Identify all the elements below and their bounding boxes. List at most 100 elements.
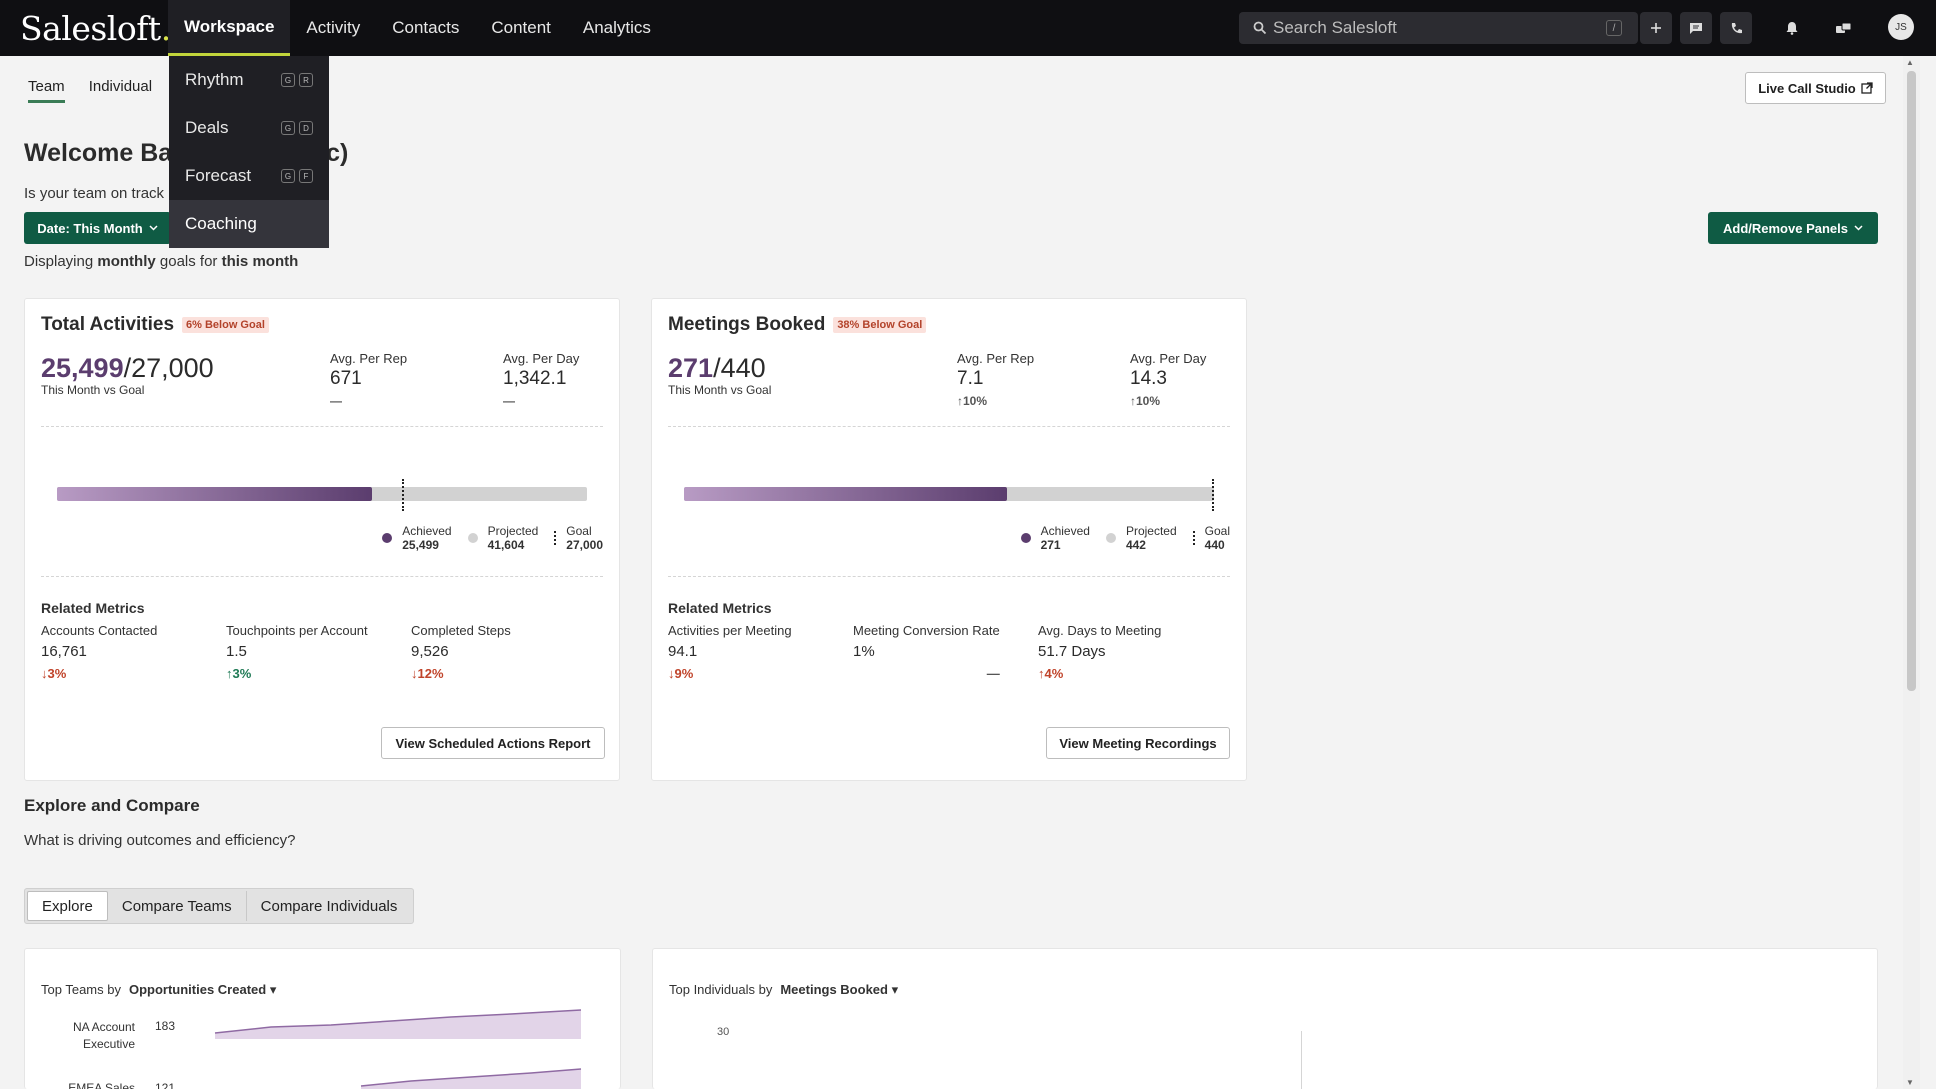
arrow-up-icon: ↑ — [1038, 666, 1045, 681]
divider — [668, 426, 1230, 427]
metric-change: ↓12% — [411, 666, 511, 681]
goal-value: /27,000 — [123, 353, 214, 383]
apps-button[interactable] — [1828, 12, 1860, 44]
nav-activity[interactable]: Activity — [306, 18, 361, 37]
dropdown-item-label: Coaching — [185, 214, 257, 233]
top-nav: Salesloft. Workspace Activity Contacts C… — [0, 0, 1936, 56]
goal-period-text: Displaying monthly goals for this month — [24, 253, 298, 270]
period-caption: This Month vs Goal — [668, 383, 772, 397]
metric-select[interactable]: Opportunities Created ▾ — [129, 982, 276, 998]
achieved-value: 25,499 — [41, 353, 124, 383]
chevron-down-icon — [1854, 225, 1863, 231]
meetings-booked-card: Meetings Booked 38% Below Goal 271/440 T… — [651, 298, 1247, 781]
add-remove-panels-button[interactable]: Add/Remove Panels — [1708, 212, 1878, 244]
bell-icon — [1786, 22, 1798, 35]
metric-label: Meeting Conversion Rate — [853, 623, 1000, 638]
scrollbar-thumb[interactable] — [1907, 71, 1916, 691]
related-metrics-title: Related Metrics — [668, 600, 772, 616]
metric-change: ↑4% — [1038, 666, 1161, 681]
top-individuals-header: Top Individuals by Meetings Booked ▾ — [669, 982, 898, 998]
metric-touchpoints: Touchpoints per Account 1.5 ↑3% — [226, 623, 368, 681]
tab-team[interactable]: Team — [28, 78, 65, 103]
legend-value: 442 — [1125, 538, 1146, 552]
team-row-label: NA Account Executive — [41, 1019, 135, 1053]
avg-per-rep-label: Avg. Per Rep — [330, 351, 408, 366]
nav-contacts[interactable]: Contacts — [392, 18, 460, 37]
avg-per-day-value: 1,342.1 — [503, 368, 567, 389]
goal-marker — [401, 479, 404, 511]
chevron-down-icon: ▾ — [269, 982, 277, 997]
nav-analytics[interactable]: Analytics — [582, 18, 651, 37]
avg-per-rep-value: 7.1 — [957, 368, 984, 389]
arrow-down-icon: ↓ — [411, 666, 418, 681]
add-button[interactable] — [1640, 12, 1672, 44]
legend-label: Goal — [566, 524, 592, 538]
avg-per-day: Avg. Per Day 14.3 ↑10% — [1130, 351, 1206, 408]
messages-button[interactable] — [1680, 12, 1712, 44]
avg-per-rep-change: ↑10% — [957, 394, 1034, 408]
legend-projected: Projected 442 — [1105, 524, 1177, 552]
metric-change: ↓3% — [41, 666, 157, 681]
date-filter-button[interactable]: Date: This Month — [24, 212, 171, 244]
main-nav: Workspace Activity Contacts Content Anal… — [168, 0, 667, 56]
goal-tick — [554, 531, 557, 545]
metric-label: Avg. Days to Meeting — [1038, 623, 1162, 638]
arrow-up-icon: ↑ — [957, 394, 963, 408]
team-row-value: 183 — [155, 1019, 176, 1033]
scroll-down-icon[interactable]: ▼ — [1906, 1078, 1914, 1087]
search-icon — [1253, 21, 1267, 35]
achieved-dot — [382, 533, 393, 543]
legend-value: 271 — [1040, 538, 1061, 552]
status-badge: 38% Below Goal — [833, 317, 927, 333]
legend-projected: Projected 41,604 — [467, 524, 538, 552]
goal-progress-bar — [57, 479, 587, 511]
search-shortcut: / — [1606, 20, 1622, 36]
legend-value: 27,000 — [566, 538, 603, 552]
view-meeting-recordings-button[interactable]: View Meeting Recordings — [1046, 727, 1230, 759]
live-call-studio-button[interactable]: Live Call Studio — [1745, 72, 1886, 104]
avg-per-day-label: Avg. Per Day — [503, 351, 580, 366]
phone-button[interactable] — [1720, 12, 1752, 44]
tab-compare-teams[interactable]: Compare Teams — [121, 897, 232, 915]
explore-title: Explore and Compare — [24, 796, 200, 815]
notifications-button[interactable] — [1776, 12, 1808, 44]
nav-content[interactable]: Content — [491, 18, 551, 37]
avg-per-rep-label: Avg. Per Rep — [957, 351, 1035, 366]
metric-change-value: 12% — [417, 666, 444, 681]
change-value: 10% — [1136, 394, 1161, 408]
goal-period-mid: goals for — [159, 253, 218, 270]
achieved-fill — [57, 487, 372, 501]
card-title: Total Activities 6% Below Goal — [41, 314, 269, 336]
divider — [668, 576, 1230, 577]
search-input[interactable]: Search Salesloft / — [1239, 12, 1638, 44]
card-title-text: Meetings Booked — [668, 314, 826, 335]
avatar[interactable]: JS — [1888, 14, 1914, 40]
nav-workspace[interactable]: Workspace — [168, 0, 291, 56]
team-row-label: EMEA Sales — [68, 1081, 135, 1089]
goal-value: /440 — [713, 353, 766, 383]
metric-label: Accounts Contacted — [41, 623, 158, 638]
metric-select[interactable]: Meetings Booked ▾ — [780, 982, 898, 998]
page-title-left: Welcome Bac — [24, 139, 187, 167]
legend-value: 25,499 — [402, 538, 439, 552]
tab-individual[interactable]: Individual — [88, 78, 153, 95]
view-scheduled-actions-button[interactable]: View Scheduled Actions Report — [381, 727, 605, 759]
search-placeholder: Search Salesloft — [1273, 18, 1397, 37]
status-badge: 6% Below Goal — [182, 317, 269, 333]
tab-compare-individuals[interactable]: Compare Individuals — [245, 891, 412, 921]
legend-label: Achieved — [1040, 524, 1090, 538]
page-title-right: c) — [326, 139, 349, 167]
dropdown-item-coaching[interactable]: Coaching — [169, 200, 329, 248]
salesloft-logo[interactable]: Salesloft. — [20, 8, 171, 48]
goal-period-type: monthly — [97, 253, 156, 270]
external-link-icon — [1861, 82, 1873, 94]
page-scrollbar[interactable]: ▲ ▼ — [1903, 56, 1920, 1089]
tab-explore[interactable]: Explore — [27, 891, 108, 921]
top-individuals-panel: Top Individuals by Meetings Booked ▾ 30 — [652, 948, 1878, 1089]
scroll-up-icon[interactable]: ▲ — [1906, 58, 1914, 67]
metric-value: 51.7 Days — [1038, 643, 1106, 660]
